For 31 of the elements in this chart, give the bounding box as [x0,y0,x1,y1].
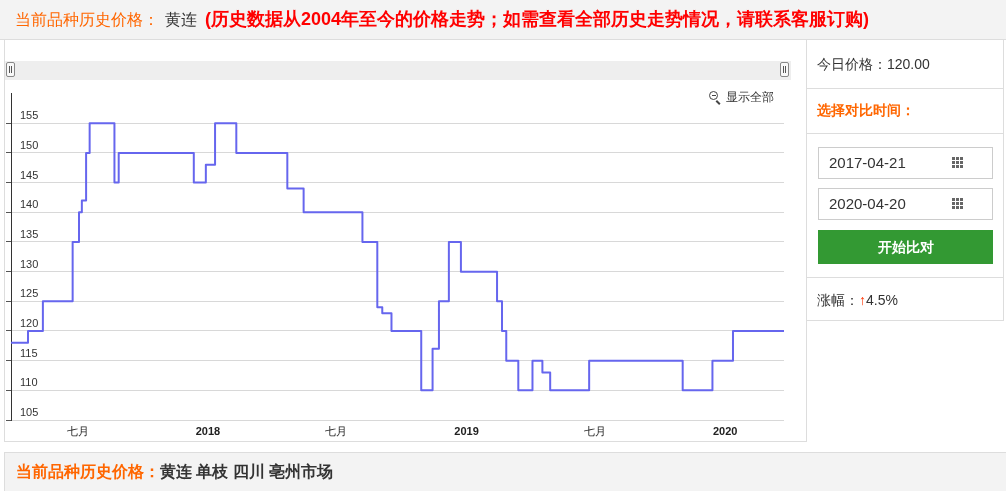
button: 开始比对 [818,230,993,264]
text: 选择对比时间： [817,101,915,119]
y-tick-label: 130 [20,257,39,270]
y-tick-label: 140 [20,198,39,211]
text: 涨幅： [817,291,859,309]
y-tick-label: 120 [20,317,39,330]
text: 黄连 [165,9,197,30]
x-tick-label: 七月 [325,424,348,437]
text: 2020-04-20 [829,195,906,213]
x-tick-label: 2020 [712,424,738,437]
text: 4.5% [866,291,898,309]
y-tick-label: 105 [20,406,39,419]
y-tick-label: 145 [20,168,39,181]
y-tick-label: 155 [20,109,39,122]
x-tick-label: 七月 [66,424,89,437]
text: ↑ [859,291,866,309]
text: 2017-04-21 [829,154,906,172]
x-tick-label: 2018 [195,424,221,437]
x-tick-label: 2019 [454,424,479,437]
y-tick-label: 135 [20,227,39,240]
y-tick-label: 150 [20,138,39,151]
text: (历史数据从2004年至今的价格走势；如需查看全部历史走势情况，请联系客服订购) [205,8,870,31]
text: 黄连 单枝 四川 亳州市场 [160,462,334,482]
y-tick-label: 115 [20,346,38,359]
annotation: 显示全部 [726,89,774,105]
x-tick-label: 七月 [583,424,606,437]
text: 当前品种历史价格： [15,9,159,30]
text: 今日价格：120.00 [817,55,930,73]
text: 当前品种历史价格： [16,462,160,482]
y-tick-label: 110 [20,376,38,389]
y-tick-label: 125 [20,287,39,300]
